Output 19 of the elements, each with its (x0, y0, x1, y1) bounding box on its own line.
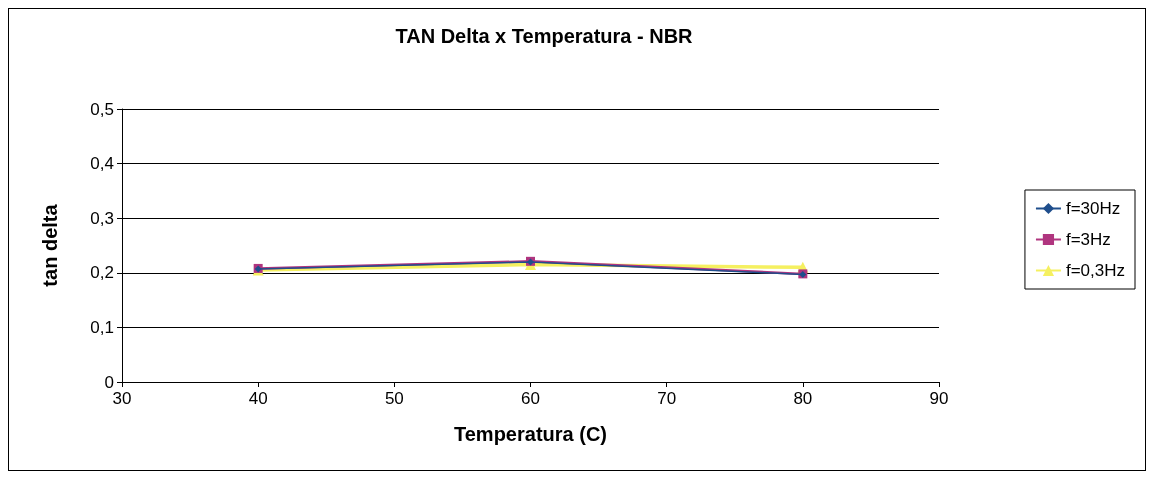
y-tick-label: 0,3 (90, 208, 114, 228)
x-axis-title: Temperatura (C) (454, 423, 607, 445)
y-tick-label: 0,5 (90, 99, 114, 119)
legend-label: f=3Hz (1065, 230, 1111, 249)
x-tick-label: 50 (384, 389, 404, 408)
y-tick-label: 0,1 (90, 317, 114, 337)
y-tick-label: 0,4 (90, 154, 114, 174)
x-tick-label: 40 (248, 389, 268, 408)
x-tick-label: 30 (112, 389, 132, 408)
y-tick-label: 0 (104, 372, 114, 392)
x-tick-label: 60 (521, 389, 540, 408)
legend-label: f=0,3Hz (1065, 261, 1125, 280)
y-axis-title: tan delta (39, 203, 61, 287)
chart-title: TAN Delta x Temperatura - NBR (395, 25, 694, 47)
x-tick-label: 90 (929, 389, 949, 408)
x-tick-label: 80 (793, 389, 813, 408)
y-tick-label: 0,2 (90, 263, 114, 283)
x-tick-label: 70 (657, 389, 677, 408)
legend-label: f=30Hz (1065, 199, 1121, 218)
